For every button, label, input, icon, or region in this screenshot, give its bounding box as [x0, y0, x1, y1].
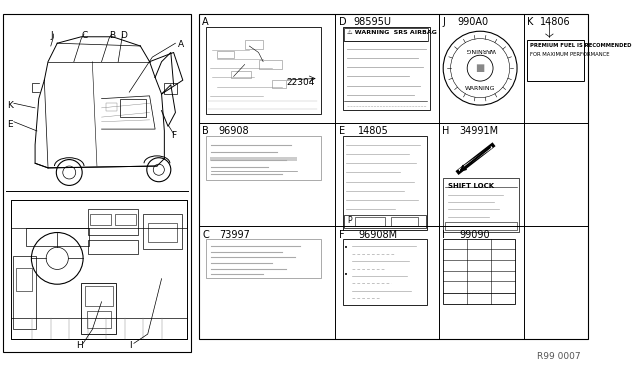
Bar: [527, 39, 584, 81]
Bar: [148, 223, 177, 242]
Bar: [209, 157, 298, 161]
Text: E: E: [8, 120, 13, 129]
Text: 98595U: 98595U: [354, 17, 392, 28]
Text: ⚠ WARNING  SRS AIRBAG: ⚠ WARNING SRS AIRBAG: [347, 30, 437, 35]
Bar: [443, 178, 519, 232]
Bar: [115, 214, 136, 225]
Bar: [445, 222, 517, 230]
Text: E: E: [339, 126, 345, 136]
Bar: [11, 200, 186, 339]
Text: C: C: [202, 230, 209, 240]
Text: WARNING: WARNING: [465, 86, 495, 91]
Text: WARNING: WARNING: [465, 47, 495, 52]
Text: H: H: [442, 126, 450, 136]
Bar: [88, 240, 138, 254]
Text: 14805: 14805: [358, 126, 389, 136]
Text: A: A: [202, 17, 209, 28]
Text: 990A0: 990A0: [457, 17, 488, 28]
Text: F: F: [171, 131, 176, 140]
Text: H: H: [76, 341, 83, 350]
Text: 73997: 73997: [219, 230, 250, 240]
Text: 34991M: 34991M: [459, 126, 498, 136]
Bar: [390, 217, 419, 226]
Bar: [26, 228, 88, 246]
Bar: [164, 83, 177, 94]
Text: 99090: 99090: [459, 230, 490, 240]
Text: 96908M: 96908M: [358, 230, 397, 240]
Text: B: B: [202, 126, 209, 136]
Bar: [259, 60, 282, 69]
Bar: [217, 51, 234, 58]
Bar: [85, 286, 113, 307]
Bar: [120, 99, 146, 117]
Text: •: •: [344, 272, 348, 278]
Text: I: I: [129, 341, 132, 350]
Text: F: F: [339, 230, 344, 240]
Text: I: I: [442, 230, 445, 240]
Bar: [3, 14, 191, 352]
Bar: [244, 39, 263, 49]
Text: J: J: [442, 17, 445, 28]
Text: B: B: [109, 31, 115, 40]
Text: C: C: [81, 31, 88, 40]
Bar: [443, 239, 515, 304]
Text: •: •: [344, 244, 348, 250]
Bar: [206, 135, 321, 180]
Text: K: K: [8, 102, 13, 110]
Text: P: P: [347, 216, 352, 225]
Text: 96908: 96908: [219, 126, 250, 136]
Bar: [198, 14, 588, 339]
Text: 14806: 14806: [540, 17, 571, 28]
Text: J: J: [51, 31, 53, 40]
Bar: [355, 217, 385, 226]
Text: FOR MAXIMUM PERFORMANCE: FOR MAXIMUM PERFORMANCE: [530, 52, 609, 57]
Bar: [206, 239, 321, 278]
Bar: [11, 200, 186, 228]
Text: A: A: [178, 41, 184, 49]
Bar: [13, 256, 36, 330]
Text: PREMIUM FUEL IS RECOMMENDED: PREMIUM FUEL IS RECOMMENDED: [530, 43, 632, 48]
Bar: [231, 71, 251, 78]
Bar: [81, 283, 116, 334]
Bar: [87, 311, 111, 328]
Bar: [16, 267, 32, 291]
Text: 22304: 22304: [286, 78, 315, 87]
Bar: [344, 215, 426, 228]
Bar: [273, 80, 286, 87]
Bar: [143, 214, 182, 249]
Text: K: K: [527, 17, 534, 28]
Bar: [206, 27, 321, 114]
Bar: [342, 27, 430, 110]
Bar: [106, 103, 117, 110]
Text: ■: ■: [476, 63, 484, 73]
Text: D: D: [339, 17, 346, 28]
Bar: [344, 29, 428, 41]
Text: SHIFT LOCK: SHIFT LOCK: [448, 183, 494, 189]
Bar: [11, 318, 186, 339]
Text: R99 0007: R99 0007: [538, 352, 581, 360]
Bar: [342, 239, 428, 305]
Bar: [342, 135, 428, 230]
Bar: [90, 214, 111, 225]
Bar: [88, 209, 138, 235]
Text: D: D: [120, 31, 127, 40]
